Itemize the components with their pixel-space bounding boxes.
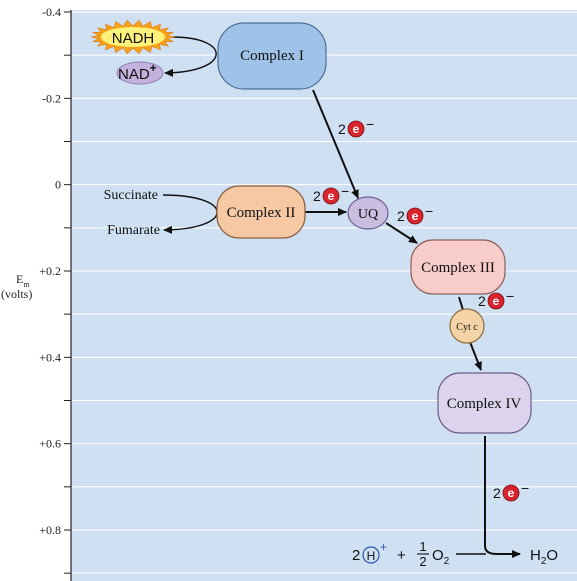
electron-symbol: e [328,189,335,203]
complex4-to-water-arrow [484,436,521,558]
electron-symbol: e [493,294,500,308]
complex-2: Complex II [216,185,306,239]
electron-charge: − [521,480,529,496]
cyt-c: Cyt c [449,308,485,344]
tick-label: -0.4 [42,5,61,19]
tick-label: +0.2 [39,264,61,278]
oxygen-label: O2 [432,547,450,567]
electron-badge-2: 2 e − [313,183,349,205]
tick-label: -0.2 [42,91,61,105]
electron-badge-3: 2 e − [397,203,433,225]
axis-label: Em [16,272,30,289]
electron-circle [347,120,365,138]
electron-symbol: e [508,486,515,500]
electron-charge: − [425,203,433,219]
fraction-numerator: 1 [419,539,426,554]
electron-badge-4: 2 e − [478,288,514,310]
cytc-label: Cyt c [456,322,478,333]
complex-4-label: Complex IV [447,396,522,412]
electron-badge-5: 2 e − [493,480,529,502]
complex-2-label: Complex II [227,205,296,221]
complex3-to-cytc-line [458,296,464,311]
complex-3: Complex III [410,239,506,295]
electron-badge-1: 2 e − [338,116,374,138]
complex-3-label: Complex III [421,260,495,276]
water-label: H2O [530,547,558,567]
y-axis-ticks [64,11,71,574]
electron-symbol: e [412,209,419,223]
plus-sign: + [397,547,406,564]
electron-circle [406,207,424,225]
final-reaction: 2 H + + 1 2 O2 H2O [352,539,558,569]
cytc-to-complex4-arrow [469,341,482,371]
nad-ellipse [116,61,164,85]
nad-badge: NAD+ [116,61,164,85]
uq-label: UQ [358,207,378,222]
electron-coef: 2 [313,188,321,204]
complex-3-box [410,239,506,295]
complex-4-box [437,372,532,434]
nad-label: NAD+ [118,61,157,83]
fraction-denominator: 2 [419,554,426,569]
electron-circle [322,187,340,205]
succinate-label: Succinate [104,188,158,203]
complex-1-label: Complex I [240,48,304,64]
electron-circle [487,292,505,310]
nadh-label: NADH [112,30,155,47]
complex-2-box [216,185,306,239]
electron-charge: − [506,288,514,304]
complex-4: Complex IV [437,372,532,434]
electron-coef: 2 [397,208,405,224]
proton-symbol: H [367,549,376,563]
axis-unit: (volts) [1,287,32,301]
nadh-inner [101,27,165,47]
fumarate-label: Fumarate [107,223,160,238]
cytc-ellipse [449,308,485,344]
electron-charge: − [366,116,374,132]
complex-1: Complex I [217,22,327,90]
electron-symbol: e [353,122,360,136]
electron-circle [502,484,520,502]
nadh-badge: NADH [90,19,176,55]
proton-circle [362,546,380,564]
uq-to-complex3-arrow [385,222,418,244]
complex-1-box [217,22,327,90]
nadh-to-nad-arrow [164,36,217,77]
electron-coef: 2 [338,121,346,137]
tick-label: +0.6 [39,437,61,451]
tick-label: 0 [55,178,61,192]
tick-label: +0.4 [39,350,61,364]
tick-label: +0.8 [39,523,61,537]
electron-charge: − [341,183,349,199]
electron-coef: 2 [478,293,486,309]
complex1-to-uq-arrow [312,89,359,199]
uq: UQ [347,196,389,230]
electron-coef: 2 [493,485,501,501]
proton-charge: + [380,540,387,554]
uq-ellipse [347,196,389,230]
proton-coef: 2 [352,547,360,564]
y-axis-tick-labels: -0.4 -0.2 0 +0.2 +0.4 +0.6 +0.8 [39,5,61,537]
